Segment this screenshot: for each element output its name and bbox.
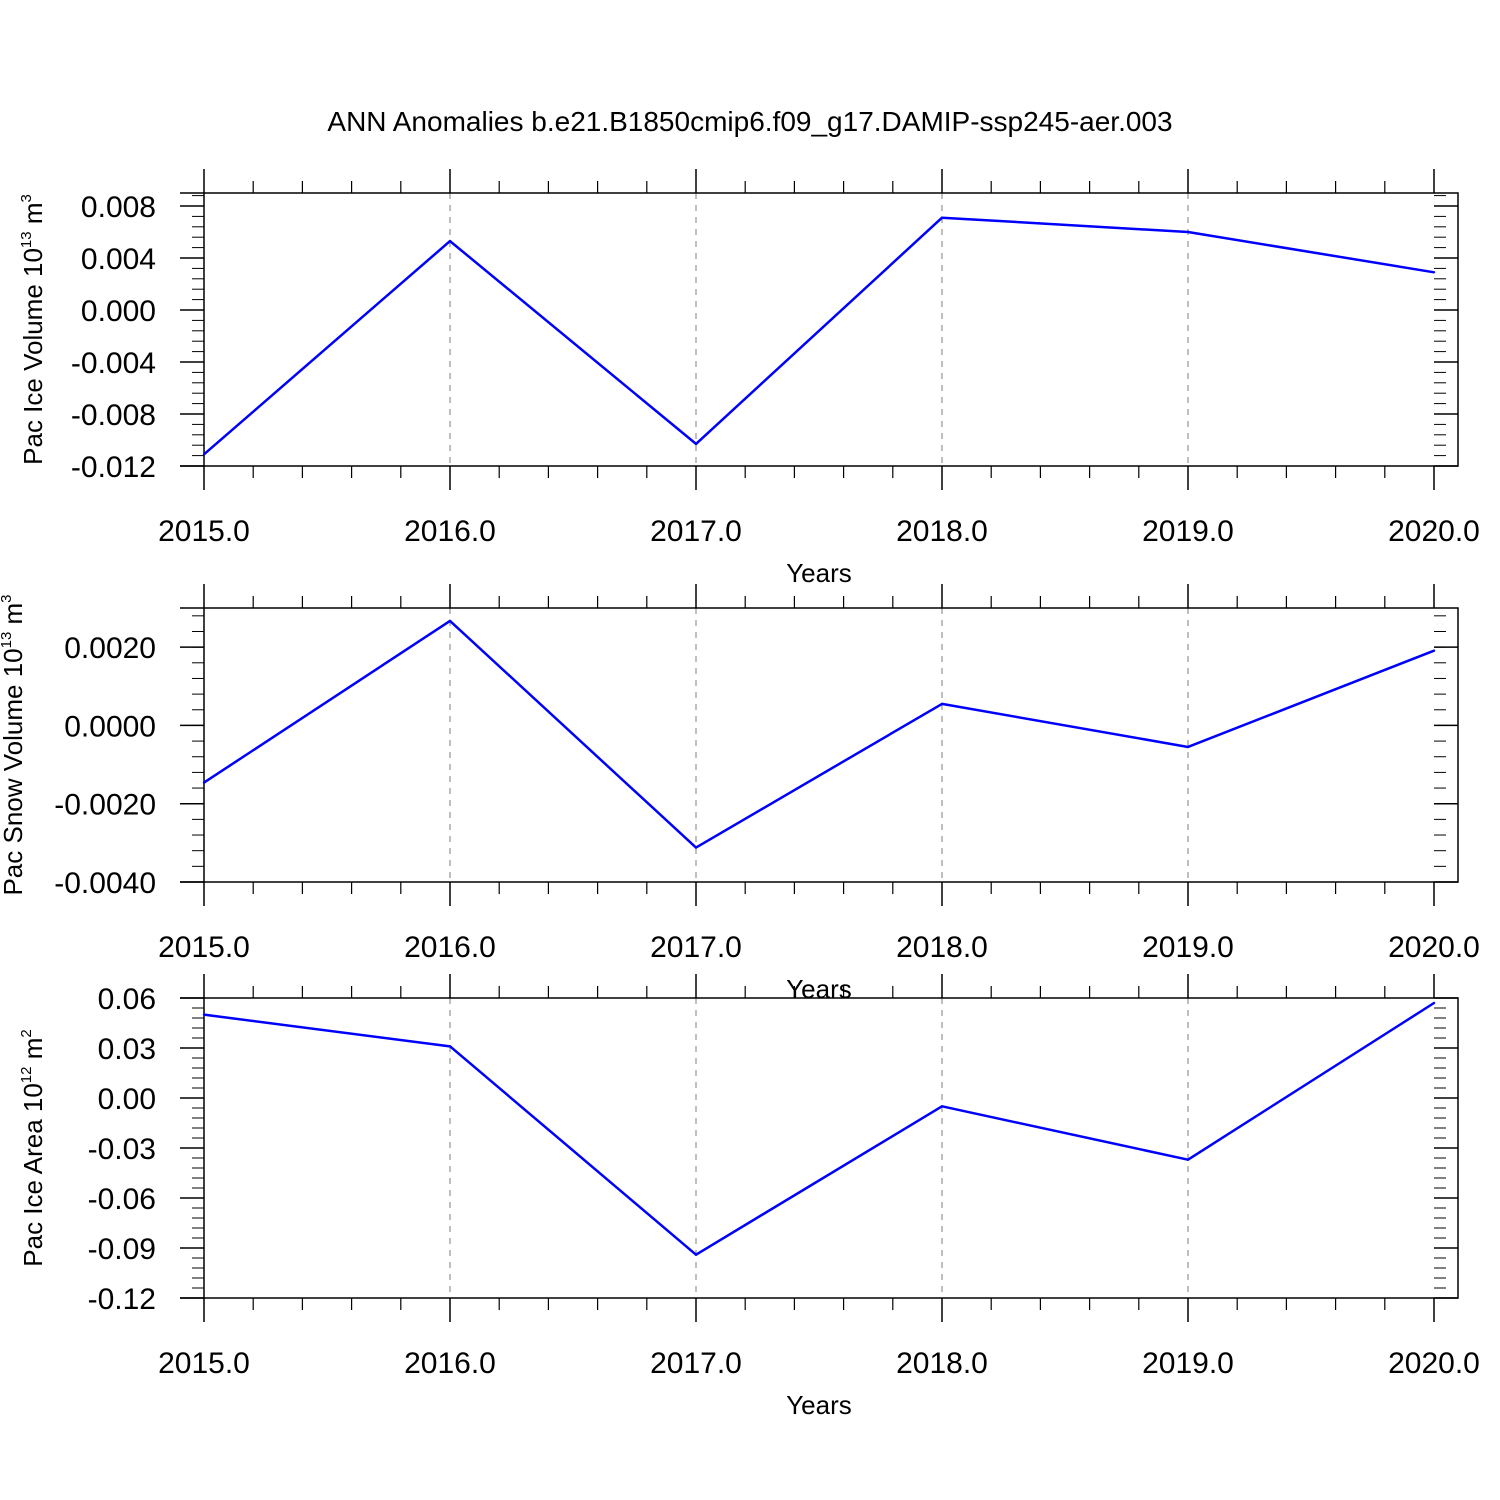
panel-3: 2015.0 2016.0 2017.0 2018.0 2019.0 2020.0 -0.1… — [18, 974, 1480, 1420]
data-point — [202, 453, 206, 456]
y-tick-label: -0.06 — [88, 1183, 156, 1216]
chart-title: ANN Anomalies b.e21.B1850cmip6.f09_g17.D… — [327, 106, 1172, 137]
data-point — [1186, 1158, 1190, 1161]
x-axis-label: Years — [786, 974, 852, 1004]
y-tick-label: -0.0040 — [54, 867, 156, 900]
x-tick-label: 2019.0 — [1142, 1347, 1234, 1380]
y-label-unit: m — [18, 202, 48, 231]
y-tick-label: 0.03 — [98, 1033, 156, 1066]
x-tick-label: 2015.0 — [158, 515, 250, 548]
data-point — [1186, 230, 1190, 234]
data-point — [1432, 1001, 1436, 1005]
y-tick-label: -0.004 — [71, 347, 156, 380]
y-label-unit: m — [0, 603, 28, 632]
y-label-unit-exponent: 3 — [18, 194, 35, 202]
x-tick-label: 2016.0 — [404, 1347, 496, 1380]
y-tick-label: -0.03 — [88, 1133, 156, 1166]
x-tick-label: 2016.0 — [404, 931, 496, 964]
panel-2: 2015.0 2016.0 2017.0 2018.0 2019.0 2020.0 -0.0… — [0, 584, 1480, 1004]
y-axis-label: Pac Snow Volume 1013 m3 — [0, 594, 28, 895]
y-axis-label: Pac Ice Volume 1013 m3 — [18, 194, 48, 465]
data-point — [1186, 745, 1190, 749]
series-line — [203, 619, 1435, 849]
panel-1: 2015.0 2016.0 2017.0 2018.0 2019.0 2020.0 -0.0… — [18, 169, 1480, 588]
y-tick-label: 0.008 — [81, 191, 156, 224]
data-point — [1432, 649, 1436, 652]
x-tick-label: 2016.0 — [404, 515, 496, 548]
y-label-unit-exponent: 2 — [18, 1029, 35, 1037]
y-tick-label: 0.0020 — [64, 632, 156, 665]
data-point — [694, 442, 698, 446]
y-axis-label: Pac Ice Area 1012 m2 — [18, 1029, 48, 1266]
plot-frame — [203, 607, 1459, 883]
x-tick-label: 2017.0 — [650, 1347, 742, 1380]
y-label-exponent: 13 — [0, 632, 15, 649]
y-label-text: Pac Snow Volume 10 — [0, 648, 28, 895]
x-tick-label: 2020.0 — [1388, 1347, 1480, 1380]
y-label-text: Pac Ice Area 10 — [18, 1083, 48, 1267]
data-point — [202, 1013, 206, 1016]
y-label-unit-exponent: 3 — [0, 594, 15, 602]
y-tick-label: -0.12 — [88, 1283, 156, 1316]
x-axis-label: Years — [786, 558, 852, 588]
y-tick-label: 0.00 — [98, 1083, 156, 1116]
data-point — [694, 846, 698, 849]
data-point — [940, 702, 944, 706]
data-point — [448, 239, 452, 243]
x-tick-label: 2020.0 — [1388, 515, 1480, 548]
y-tick-label: 0.06 — [98, 983, 156, 1016]
data-point — [694, 1253, 698, 1256]
y-tick-label: -0.09 — [88, 1233, 156, 1266]
y-label-exponent: 13 — [18, 231, 35, 248]
x-axis-label: Years — [786, 1390, 852, 1420]
x-tick-label: 2017.0 — [650, 931, 742, 964]
data-point — [202, 781, 206, 784]
y-tick-label: -0.008 — [71, 399, 156, 432]
y-label-exponent: 12 — [18, 1066, 35, 1083]
y-label-unit: m — [18, 1038, 48, 1067]
y-tick-label: 0.004 — [81, 243, 156, 276]
series-line — [203, 1001, 1435, 1256]
x-tick-label: 2017.0 — [650, 515, 742, 548]
y-tick-label: 0.000 — [81, 295, 156, 328]
x-tick-label: 2015.0 — [158, 931, 250, 964]
plot-frame — [203, 997, 1459, 1299]
x-tick-label: 2015.0 — [158, 1347, 250, 1380]
x-tick-label: 2018.0 — [896, 931, 988, 964]
plot-frame — [203, 192, 1459, 467]
data-point — [448, 1045, 452, 1048]
x-tick-label: 2018.0 — [896, 515, 988, 548]
x-tick-label: 2018.0 — [896, 1347, 988, 1380]
y-tick-label: -0.012 — [71, 451, 156, 484]
x-tick-label: 2020.0 — [1388, 931, 1480, 964]
panels: 2015.0 2016.0 2017.0 2018.0 2019.0 2020.0 -0.0… — [0, 169, 1480, 1420]
x-tick-label: 2019.0 — [1142, 515, 1234, 548]
data-point — [940, 216, 944, 219]
x-tick-label: 2019.0 — [1142, 931, 1234, 964]
data-point — [1432, 271, 1436, 274]
y-label-text: Pac Ice Volume 10 — [18, 248, 48, 465]
data-point — [448, 619, 452, 623]
y-tick-label: 0.0000 — [64, 710, 156, 743]
y-tick-label: -0.0020 — [54, 789, 156, 822]
data-point — [940, 1105, 944, 1108]
series-line — [203, 216, 1435, 456]
